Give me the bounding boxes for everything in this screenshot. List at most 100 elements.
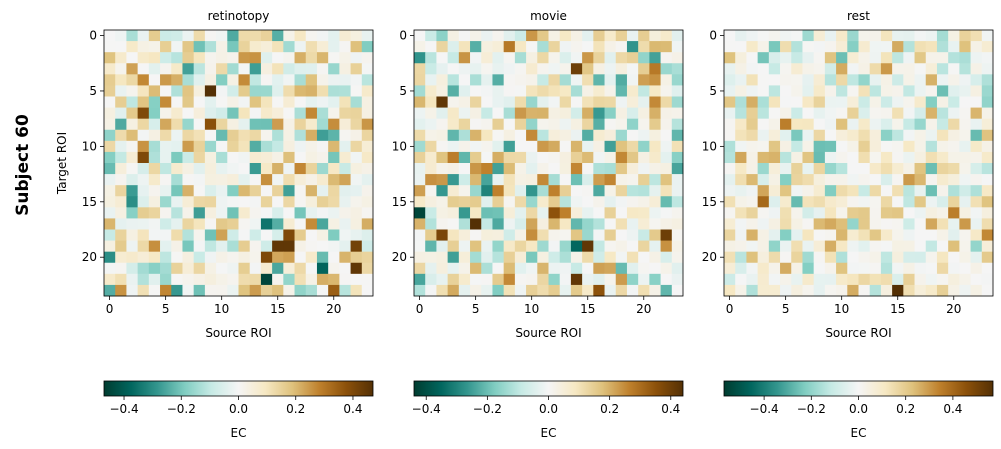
heatmap-cell	[813, 63, 826, 75]
heatmap-cell	[514, 207, 527, 219]
heatmap-cell	[272, 107, 284, 120]
heatmap-cell	[294, 30, 307, 42]
heatmap-cell	[869, 273, 882, 286]
heatmap-cell	[126, 163, 139, 175]
heatmap-cell	[626, 207, 639, 219]
heatmap-cell	[735, 229, 747, 241]
heatmap-cell	[548, 63, 561, 75]
heatmap-cell	[294, 74, 307, 86]
heatmap-cell	[925, 273, 938, 286]
heatmap-cell	[858, 151, 871, 164]
heatmap-cell	[339, 229, 351, 241]
heatmap-cell	[514, 185, 527, 197]
heatmap-cell	[227, 41, 239, 53]
heatmap-cell	[903, 41, 915, 53]
heatmap-cell	[880, 218, 893, 230]
heatmap-cell	[780, 41, 792, 53]
heatmap-cell	[249, 284, 262, 297]
heatmap-cell	[981, 273, 994, 286]
colorbar-label: EC	[231, 426, 247, 440]
heatmap-cell	[137, 185, 150, 197]
heatmap-cell	[570, 163, 583, 175]
heatmap-cell	[436, 218, 449, 230]
heatmap-cell	[914, 207, 927, 219]
heatmap-cell	[548, 163, 561, 175]
heatmap-cell	[824, 218, 837, 230]
heatmap-cell	[137, 52, 150, 64]
heatmap-cell	[660, 262, 673, 275]
heatmap-cell	[238, 262, 251, 275]
heatmap-cell	[768, 240, 781, 253]
heatmap-cell	[283, 118, 295, 131]
heatmap-cell	[238, 41, 251, 53]
heatmap-cell	[171, 229, 183, 241]
heatmap-cell	[660, 229, 673, 241]
heatmap-cell	[503, 96, 516, 108]
heatmap-cell	[858, 140, 871, 153]
heatmap-cell	[746, 96, 759, 108]
heatmap-cell	[847, 96, 859, 108]
heatmap-cell	[892, 63, 904, 75]
heatmap-cell	[768, 30, 781, 42]
heatmap-cell	[649, 140, 661, 153]
heatmap-cell	[272, 151, 284, 164]
heatmap-cell	[925, 174, 938, 186]
heatmap-cell	[470, 229, 482, 241]
heatmap-cell	[115, 273, 127, 286]
heatmap-cell	[813, 240, 826, 253]
heatmap-cell	[593, 107, 605, 120]
heatmap-cell	[746, 273, 759, 286]
heatmap-cell	[791, 41, 803, 53]
heatmap-cell	[137, 107, 150, 120]
heatmap-cell	[526, 30, 538, 42]
heatmap-cell	[791, 174, 803, 186]
heatmap-cell	[746, 41, 759, 53]
heatmap-cell	[638, 174, 650, 186]
heatmap-cell	[171, 174, 183, 186]
heatmap-cell	[526, 284, 538, 297]
heatmap-cell	[425, 30, 437, 42]
heatmap-cell	[227, 262, 239, 275]
heatmap-cell	[626, 196, 639, 208]
heatmap-cell	[638, 41, 650, 53]
heatmap-cell	[548, 118, 561, 131]
heatmap-cell	[316, 240, 329, 253]
x-tick-label: 5	[782, 302, 790, 316]
heatmap-cell	[537, 229, 549, 241]
heatmap-cell	[193, 229, 206, 241]
heatmap-cell	[869, 63, 882, 75]
heatmap-cell	[436, 273, 449, 286]
heatmap-cell	[204, 262, 217, 275]
heatmap-cell	[548, 41, 561, 53]
heatmap-cell	[604, 118, 617, 131]
heatmap-cell	[481, 52, 493, 64]
heatmap-cell	[104, 41, 116, 53]
heatmap-cell	[160, 284, 172, 297]
heatmap-cell	[447, 251, 460, 264]
heatmap-cell	[447, 52, 460, 64]
heatmap-cell	[350, 41, 363, 53]
heatmap-cell	[339, 251, 351, 264]
heatmap-cell	[559, 140, 572, 153]
heatmap-cell	[959, 30, 971, 42]
heatmap-cell	[604, 96, 617, 108]
heatmap-cell	[768, 229, 781, 241]
heatmap-cell	[757, 107, 770, 120]
heatmap-cell	[959, 251, 971, 264]
heatmap-cell	[948, 74, 960, 86]
heatmap-cell	[959, 174, 971, 186]
heatmap-cell	[425, 107, 437, 120]
heatmap-cell	[283, 30, 295, 42]
heatmap-cell	[492, 262, 505, 275]
heatmap-cell	[948, 107, 960, 120]
heatmap-cell	[115, 74, 127, 86]
heatmap-cell	[880, 129, 893, 142]
heatmap-cell	[104, 140, 116, 153]
heatmap-cell	[350, 284, 363, 297]
heatmap-cell	[414, 41, 426, 53]
heatmap-cell	[582, 273, 594, 286]
heatmap-cell	[847, 30, 859, 42]
heatmap-cell	[447, 229, 460, 241]
heatmap-cell	[724, 96, 736, 108]
